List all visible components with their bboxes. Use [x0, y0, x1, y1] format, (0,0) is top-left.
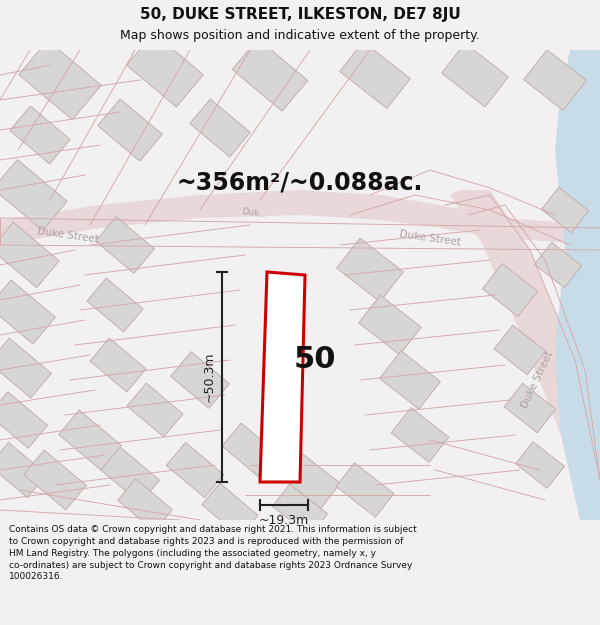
Polygon shape	[336, 462, 394, 518]
Polygon shape	[170, 352, 229, 408]
Polygon shape	[232, 39, 308, 111]
Polygon shape	[90, 338, 146, 392]
Polygon shape	[98, 99, 163, 161]
Polygon shape	[87, 278, 143, 332]
Polygon shape	[127, 383, 183, 437]
Polygon shape	[340, 41, 410, 109]
Polygon shape	[0, 190, 600, 245]
Text: Duke Street: Duke Street	[399, 229, 461, 248]
Polygon shape	[515, 442, 565, 488]
Polygon shape	[380, 351, 440, 409]
Polygon shape	[0, 338, 52, 398]
Polygon shape	[0, 222, 59, 288]
Polygon shape	[100, 447, 160, 503]
Text: ~50.3m: ~50.3m	[203, 352, 215, 402]
Polygon shape	[442, 43, 508, 107]
Polygon shape	[337, 238, 403, 302]
Text: Map shows position and indicative extent of the property.: Map shows position and indicative extent…	[120, 29, 480, 42]
Polygon shape	[482, 264, 538, 316]
Polygon shape	[391, 408, 449, 462]
Polygon shape	[280, 451, 340, 509]
Polygon shape	[190, 99, 250, 157]
Polygon shape	[23, 450, 86, 510]
Polygon shape	[166, 442, 224, 498]
Polygon shape	[541, 188, 589, 232]
Polygon shape	[202, 483, 258, 537]
Polygon shape	[450, 190, 600, 520]
Polygon shape	[59, 410, 121, 470]
Polygon shape	[260, 272, 305, 482]
Polygon shape	[494, 325, 546, 375]
Text: Duk...: Duk...	[241, 207, 269, 219]
Polygon shape	[555, 50, 600, 520]
Text: Contains OS data © Crown copyright and database right 2021. This information is : Contains OS data © Crown copyright and d…	[9, 525, 417, 581]
Polygon shape	[0, 280, 55, 344]
Polygon shape	[10, 106, 70, 164]
Polygon shape	[0, 392, 47, 448]
Text: 50, DUKE STREET, ILKESTON, DE7 8JU: 50, DUKE STREET, ILKESTON, DE7 8JU	[140, 8, 460, 22]
Polygon shape	[118, 479, 172, 531]
Polygon shape	[524, 49, 586, 111]
Polygon shape	[127, 33, 203, 107]
Polygon shape	[535, 242, 581, 288]
Polygon shape	[0, 159, 67, 231]
Polygon shape	[272, 484, 328, 536]
Polygon shape	[504, 383, 556, 432]
Text: Duke Street: Duke Street	[37, 226, 99, 244]
Text: ~19.3m: ~19.3m	[259, 514, 309, 528]
Polygon shape	[0, 442, 47, 498]
Text: Duke Street: Duke Street	[520, 350, 554, 410]
Polygon shape	[222, 423, 278, 477]
Polygon shape	[359, 295, 421, 355]
Polygon shape	[19, 40, 101, 120]
Polygon shape	[95, 217, 154, 273]
Text: 50: 50	[294, 346, 336, 374]
Text: ~356m²/~0.088ac.: ~356m²/~0.088ac.	[177, 171, 423, 195]
